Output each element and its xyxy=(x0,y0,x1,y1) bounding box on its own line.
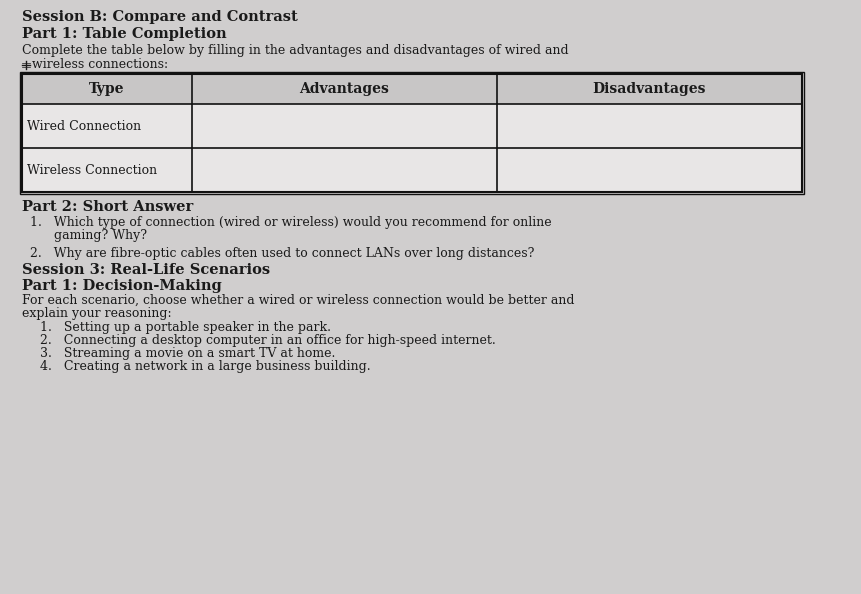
Text: Type: Type xyxy=(90,82,125,96)
Text: Wireless Connection: Wireless Connection xyxy=(27,163,157,176)
Text: 2.   Why are fibre-optic cables often used to connect LANs over long distances?: 2. Why are fibre-optic cables often used… xyxy=(30,247,534,260)
Bar xyxy=(22,74,801,104)
Bar xyxy=(20,72,803,194)
Text: Wired Connection: Wired Connection xyxy=(27,119,141,132)
Text: Part 1: Table Completion: Part 1: Table Completion xyxy=(22,27,226,41)
Text: 3.   Streaming a movie on a smart TV at home.: 3. Streaming a movie on a smart TV at ho… xyxy=(40,347,335,360)
Bar xyxy=(22,74,801,192)
Text: Disadvantages: Disadvantages xyxy=(592,82,705,96)
Text: Advantages: Advantages xyxy=(300,82,389,96)
Text: Part 2: Short Answer: Part 2: Short Answer xyxy=(22,200,193,214)
Text: 4.   Creating a network in a large business building.: 4. Creating a network in a large busines… xyxy=(40,360,370,373)
Text: 2.   Connecting a desktop computer in an office for high-speed internet.: 2. Connecting a desktop computer in an o… xyxy=(40,334,495,347)
Text: wireless connections:: wireless connections: xyxy=(32,58,168,71)
Text: 1.   Setting up a portable speaker in the park.: 1. Setting up a portable speaker in the … xyxy=(40,321,331,334)
Text: For each scenario, choose whether a wired or wireless connection would be better: For each scenario, choose whether a wire… xyxy=(22,294,573,307)
Text: gaming? Why?: gaming? Why? xyxy=(30,229,147,242)
Text: Session B: Compare and Contrast: Session B: Compare and Contrast xyxy=(22,10,297,24)
Text: Complete the table below by filling in the advantages and disadvantages of wired: Complete the table below by filling in t… xyxy=(22,44,568,57)
Bar xyxy=(22,74,801,192)
Text: Part 1: Decision-Making: Part 1: Decision-Making xyxy=(22,279,221,293)
Text: 1.   Which type of connection (wired or wireless) would you recommend for online: 1. Which type of connection (wired or wi… xyxy=(30,216,551,229)
Text: explain your reasoning:: explain your reasoning: xyxy=(22,307,171,320)
Text: Session 3: Real-Life Scenarios: Session 3: Real-Life Scenarios xyxy=(22,263,269,277)
